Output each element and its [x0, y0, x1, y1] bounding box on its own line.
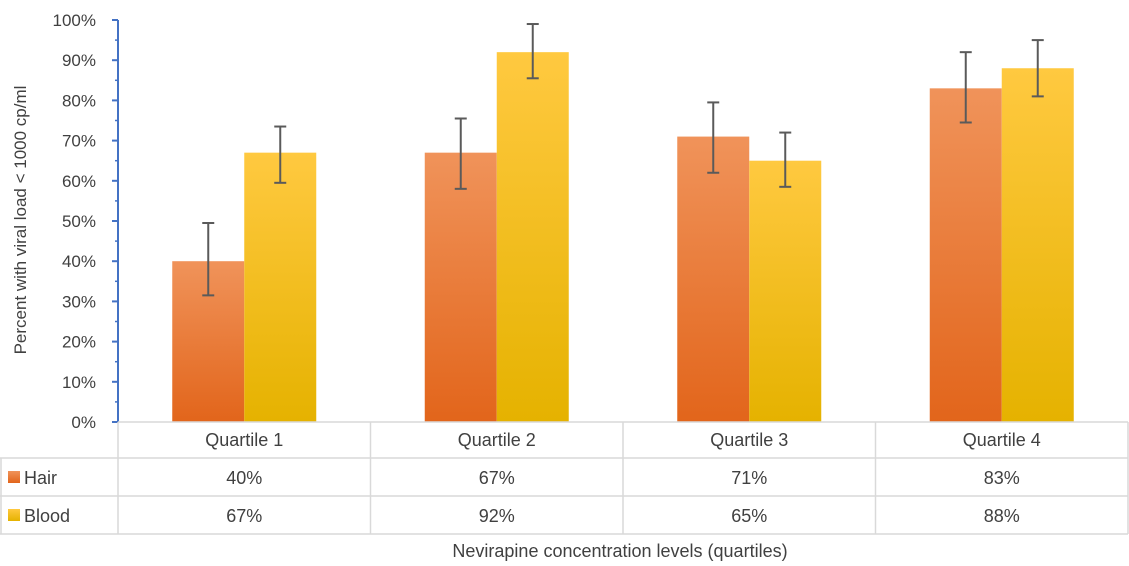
data-label: 83%: [984, 468, 1020, 488]
bar-blood-4: [1001, 68, 1074, 423]
data-label: 92%: [479, 506, 515, 526]
bar-hair-4: [929, 88, 1002, 422]
x-tick-label: Quartile 3: [710, 430, 788, 450]
x-tick-label: Quartile 1: [205, 430, 283, 450]
y-tick-label: 40%: [62, 252, 96, 271]
y-tick-label: 20%: [62, 333, 96, 352]
y-tick-label: 50%: [62, 212, 96, 231]
data-label: 67%: [479, 468, 515, 488]
error-bar-hair-1: [202, 222, 215, 297]
y-axis-title: Percent with viral load < 1000 cp/ml: [11, 86, 30, 355]
data-table: Quartile 1 Quartile 2 Quartile 3 Quartile 4…: [0, 421, 1129, 535]
bars-layer: [172, 52, 1074, 423]
y-tick-label: 70%: [62, 132, 96, 151]
bar-blood-2: [496, 52, 569, 422]
error-bar-hair-2: [454, 117, 467, 190]
bar-hair-2: [424, 152, 497, 422]
error-bar-blood-2: [526, 23, 539, 80]
bar-hair-3: [677, 136, 750, 422]
legend-label-blood: Blood: [24, 506, 70, 526]
bar-blood-1: [244, 152, 317, 422]
data-label: 40%: [226, 468, 262, 488]
error-bars-layer: [202, 23, 1044, 297]
bar-blood-3: [749, 160, 822, 422]
x-tick-label: Quartile 2: [458, 430, 536, 450]
data-label: 67%: [226, 506, 262, 526]
legend-label-hair: Hair: [24, 468, 57, 488]
error-bar-blood-3: [779, 131, 792, 188]
y-tick-label: 60%: [62, 172, 96, 191]
error-bar-hair-3: [707, 101, 720, 174]
y-tick-label: 90%: [62, 51, 96, 70]
x-axis-title: Nevirapine concentration levels (quartil…: [452, 541, 787, 561]
y-tick-label: 10%: [62, 373, 96, 392]
error-bar-hair-4: [959, 51, 972, 124]
data-label: 88%: [984, 506, 1020, 526]
legend-key-blood: [8, 509, 20, 521]
data-label: 65%: [731, 506, 767, 526]
y-tick-label: 80%: [62, 91, 96, 110]
legend-key-hair: [8, 471, 20, 483]
error-bar-blood-1: [274, 125, 287, 184]
y-tick-label: 30%: [62, 292, 96, 311]
error-bar-blood-4: [1031, 39, 1044, 98]
y-axis: 0% 10% 20% 30% 40% 50% 60% 70% 80% 90% 100%: [53, 11, 119, 432]
y-tick-label: 100%: [53, 11, 96, 30]
y-tick-label: 0%: [71, 413, 96, 432]
x-tick-label: Quartile 4: [963, 430, 1041, 450]
data-label: 71%: [731, 468, 767, 488]
